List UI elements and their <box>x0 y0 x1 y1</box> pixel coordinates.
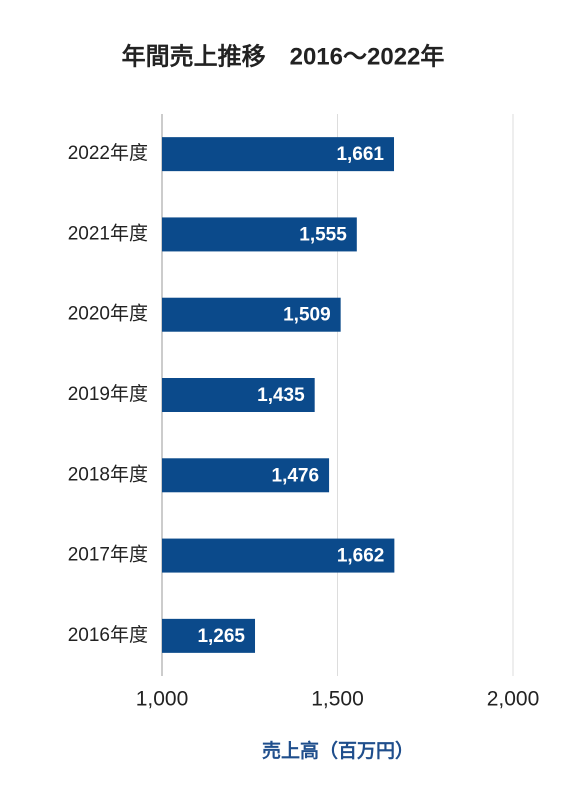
bar <box>162 618 256 653</box>
value-label: 1,661 <box>336 144 384 165</box>
value-label: 1,555 <box>299 224 347 245</box>
x-tick-label: 1,000 <box>136 688 189 711</box>
bar <box>162 458 330 493</box>
value-label: 1,662 <box>337 546 385 567</box>
y-tick-label: 2019年度 <box>68 383 148 405</box>
bar <box>162 217 357 252</box>
value-label: 1,476 <box>272 465 320 486</box>
y-tick-label: 2018年度 <box>68 463 148 485</box>
value-label: 1,265 <box>197 626 245 647</box>
x-tick-label: 1,500 <box>311 688 364 711</box>
y-tick-label: 2016年度 <box>68 624 148 646</box>
y-tick-label: 2022年度 <box>68 142 148 164</box>
bar <box>162 137 395 172</box>
x-axis-label: 売上高（百万円） <box>262 739 414 762</box>
y-tick-label: 2021年度 <box>68 222 148 244</box>
bar <box>162 538 395 573</box>
y-tick-label: 2017年度 <box>68 544 148 566</box>
value-label: 1,435 <box>257 385 305 406</box>
chart-title: 年間売上推移 2016〜2022年 <box>122 42 445 70</box>
x-tick-label: 2,000 <box>487 688 540 711</box>
bar <box>162 297 341 332</box>
value-label: 1,509 <box>283 305 331 326</box>
bar <box>162 378 315 412</box>
y-tick-label: 2020年度 <box>68 303 148 325</box>
